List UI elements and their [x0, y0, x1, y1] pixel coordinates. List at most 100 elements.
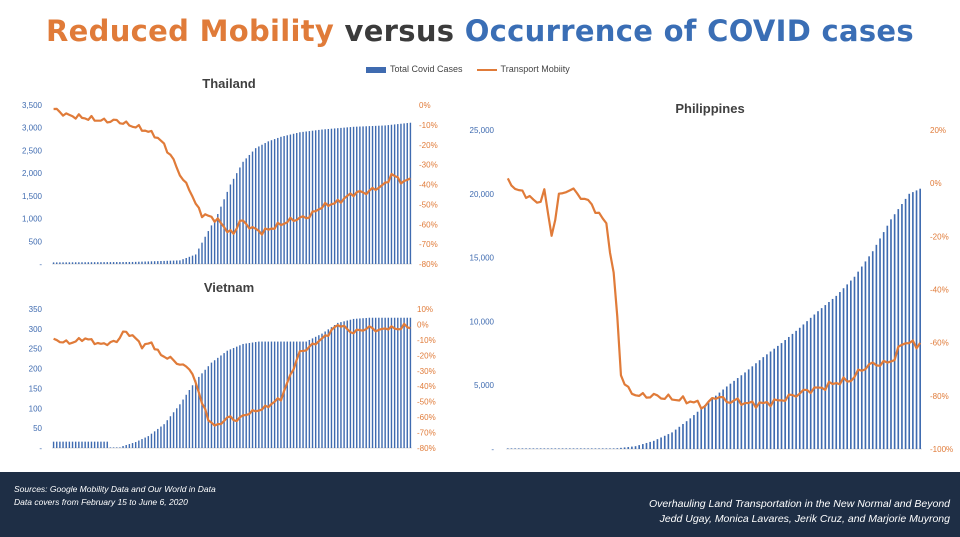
case-bar — [318, 335, 320, 448]
case-bar — [305, 131, 307, 264]
case-bar — [71, 262, 74, 264]
case-bar — [112, 447, 115, 448]
case-bar — [93, 441, 96, 448]
case-bar — [321, 129, 323, 264]
case-bar — [116, 262, 118, 264]
y-left-tick-label: 10,000 — [470, 317, 495, 326]
case-bar — [620, 447, 622, 449]
case-bar — [119, 447, 121, 448]
case-bar — [605, 448, 608, 449]
case-bar — [359, 318, 361, 448]
case-bar — [718, 392, 721, 449]
case-bar — [707, 401, 710, 449]
case-bar — [229, 184, 232, 264]
case-bar — [207, 231, 210, 264]
case-bar — [220, 206, 222, 264]
case-bar — [131, 261, 134, 264]
case-bar — [131, 443, 134, 448]
mobility-line — [53, 322, 411, 427]
case-bar — [182, 399, 184, 448]
case-bar — [378, 125, 380, 264]
chart-title-philippines: Philippines — [675, 101, 744, 116]
case-bar — [144, 437, 146, 448]
case-bar — [185, 258, 187, 264]
case-bar — [71, 441, 74, 448]
y-right-tick-label: -70% — [419, 240, 438, 249]
y-right-tick-label: 0% — [417, 320, 429, 329]
case-bar — [324, 129, 326, 264]
case-bar — [198, 376, 200, 448]
slide-title: Reduced Mobility versus Occurrence of CO… — [0, 14, 960, 48]
case-bar — [78, 441, 80, 448]
case-bar — [160, 261, 162, 264]
case-bar — [251, 151, 254, 264]
y-left-tick-label: 3,500 — [22, 101, 43, 110]
case-bar — [194, 254, 197, 264]
case-bar — [649, 441, 651, 449]
y-left-tick-label: 200 — [29, 365, 43, 374]
case-bar — [100, 262, 102, 264]
mobility-line — [506, 177, 922, 410]
case-bar — [733, 380, 735, 449]
case-bar — [314, 336, 317, 448]
case-bar — [226, 350, 228, 448]
title-part-versus: versus — [334, 14, 465, 48]
case-bar — [660, 437, 662, 449]
case-bar — [84, 441, 86, 448]
y-right-tick-label: -80% — [419, 260, 438, 269]
case-bar — [217, 357, 219, 448]
case-bar — [299, 341, 301, 448]
case-bar — [286, 135, 288, 264]
case-bar — [365, 317, 367, 448]
case-bar — [188, 256, 191, 264]
case-bar — [138, 261, 140, 264]
y-right-tick-label: 0% — [419, 101, 431, 110]
case-bar — [590, 448, 593, 449]
case-bar — [93, 262, 96, 264]
y-right-tick-label: -40% — [930, 286, 949, 295]
case-bar — [138, 440, 140, 448]
case-bar — [868, 256, 870, 449]
case-bar — [349, 127, 352, 264]
case-bar — [569, 448, 571, 449]
case-bar — [166, 260, 168, 264]
y-left-tick-label: 2,500 — [22, 146, 43, 155]
case-bar — [397, 124, 399, 264]
case-bar — [374, 317, 377, 448]
case-bar — [52, 441, 55, 448]
case-bar — [286, 341, 288, 448]
case-bar — [217, 214, 219, 264]
case-bar — [74, 441, 77, 448]
case-bar — [198, 248, 200, 264]
case-bar — [270, 341, 273, 448]
case-bar — [882, 232, 885, 449]
case-bar — [232, 348, 235, 448]
case-bar — [153, 431, 156, 448]
case-bar — [824, 305, 827, 449]
case-bar — [406, 317, 408, 448]
y-left-tick-label: 1,000 — [22, 215, 43, 224]
y-left-tick-label: 250 — [29, 345, 43, 354]
case-bar — [283, 136, 285, 264]
case-bar — [220, 355, 222, 448]
case-bar — [68, 441, 71, 448]
case-bar — [204, 236, 206, 264]
case-bar — [213, 219, 216, 264]
case-bar — [245, 158, 247, 264]
case-bar — [368, 126, 371, 265]
case-bar — [65, 441, 67, 448]
case-bar — [510, 448, 513, 449]
case-bar — [106, 262, 108, 264]
y-right-tick-label: -80% — [930, 392, 949, 401]
case-bar — [327, 128, 330, 264]
case-bar — [185, 394, 187, 448]
case-bar — [103, 441, 105, 448]
y-right-tick-label: -50% — [419, 200, 438, 209]
case-bar — [875, 244, 878, 449]
case-bar — [296, 133, 298, 264]
case-bar — [828, 302, 830, 449]
case-bar — [780, 343, 783, 449]
case-bar — [598, 448, 600, 449]
case-bar — [406, 123, 408, 264]
chart-vietnam: Vietnam - 50 100 150 200 250 300 350 10% 0% -10% -20… — [29, 280, 436, 453]
